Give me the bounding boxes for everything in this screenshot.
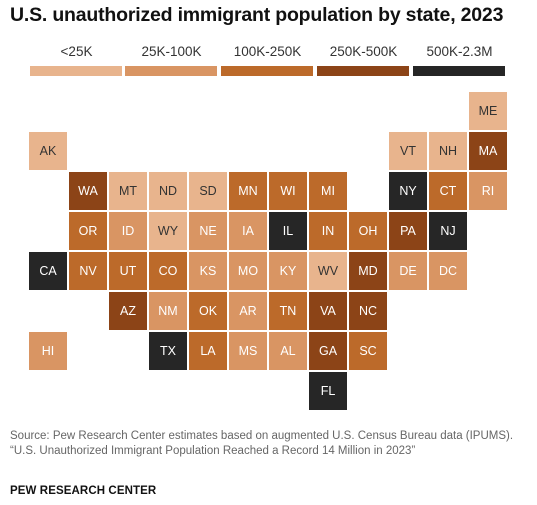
legend-swatch [30, 66, 122, 76]
state-tile-la: LA [189, 332, 227, 370]
state-tile-ma: MA [469, 132, 507, 170]
state-tile-ga: GA [309, 332, 347, 370]
state-tile-in: IN [309, 212, 347, 250]
state-tile-wy: WY [149, 212, 187, 250]
state-tile-wi: WI [269, 172, 307, 210]
state-tile-ky: KY [269, 252, 307, 290]
legend-label: <25K [60, 44, 93, 59]
legend-swatch [413, 66, 505, 76]
state-tile-ak: AK [29, 132, 67, 170]
legend-item-lt25k: <25K [30, 44, 123, 78]
state-tile-wa: WA [69, 172, 107, 210]
state-tile-ne: NE [189, 212, 227, 250]
legend: <25K 25K-100K 100K-250K 250K-500K 500K-2… [30, 44, 508, 78]
report-title-citation: “U.S. Unauthorized Immigrant Population … [10, 445, 416, 457]
state-tile-nj: NJ [429, 212, 467, 250]
state-tile-hi: HI [29, 332, 67, 370]
legend-item-500k-2.3m: 500K-2.3M [413, 44, 506, 78]
state-tile-ca: CA [29, 252, 67, 290]
state-tile-al: AL [269, 332, 307, 370]
state-tile-ia: IA [229, 212, 267, 250]
state-tile-ms: MS [229, 332, 267, 370]
state-tile-ut: UT [109, 252, 147, 290]
state-tile-oh: OH [349, 212, 387, 250]
legend-label: 25K-100K [141, 44, 202, 59]
state-tile-tx: TX [149, 332, 187, 370]
legend-item-250k-500k: 250K-500K [317, 44, 410, 78]
legend-swatch [317, 66, 409, 76]
legend-label: 100K-250K [233, 44, 302, 59]
state-tile-ny: NY [389, 172, 427, 210]
state-tile-az: AZ [109, 292, 147, 330]
state-tile-mn: MN [229, 172, 267, 210]
state-tile-nv: NV [69, 252, 107, 290]
state-tile-pa: PA [389, 212, 427, 250]
state-tile-me: ME [469, 92, 507, 130]
state-tile-nm: NM [149, 292, 187, 330]
state-tile-ar: AR [229, 292, 267, 330]
state-tile-ok: OK [189, 292, 227, 330]
state-tile-va: VA [309, 292, 347, 330]
state-tile-id: ID [109, 212, 147, 250]
state-tile-co: CO [149, 252, 187, 290]
state-tile-tn: TN [269, 292, 307, 330]
state-tile-mt: MT [109, 172, 147, 210]
state-tile-md: MD [349, 252, 387, 290]
state-tile-wv: WV [309, 252, 347, 290]
state-tile-nd: ND [149, 172, 187, 210]
legend-swatch [221, 66, 313, 76]
state-tile-vt: VT [389, 132, 427, 170]
legend-item-100k-250k: 100K-250K [221, 44, 314, 78]
state-tile-nh: NH [429, 132, 467, 170]
legend-label: 250K-500K [329, 44, 398, 59]
legend-item-25k-100k: 25K-100K [125, 44, 218, 78]
state-tile-mo: MO [229, 252, 267, 290]
state-tile-de: DE [389, 252, 427, 290]
state-tile-ri: RI [469, 172, 507, 210]
map-title: U.S. unauthorized immigrant population b… [10, 4, 504, 26]
state-tile-sd: SD [189, 172, 227, 210]
state-tile-or: OR [69, 212, 107, 250]
state-tile-dc: DC [429, 252, 467, 290]
state-tile-mi: MI [309, 172, 347, 210]
state-tile-sc: SC [349, 332, 387, 370]
state-tile-il: IL [269, 212, 307, 250]
state-tile-ct: CT [429, 172, 467, 210]
legend-swatch [125, 66, 217, 76]
legend-label: 500K-2.3M [426, 44, 493, 59]
source-note: Source: Pew Research Center estimates ba… [10, 429, 530, 459]
source-text: Source: Pew Research Center estimates ba… [10, 430, 514, 442]
state-tile-fl: FL [309, 372, 347, 410]
state-tile-nc: NC [349, 292, 387, 330]
state-tile-ks: KS [189, 252, 227, 290]
pew-research-center-credit: PEW RESEARCH CENTER [10, 485, 157, 497]
